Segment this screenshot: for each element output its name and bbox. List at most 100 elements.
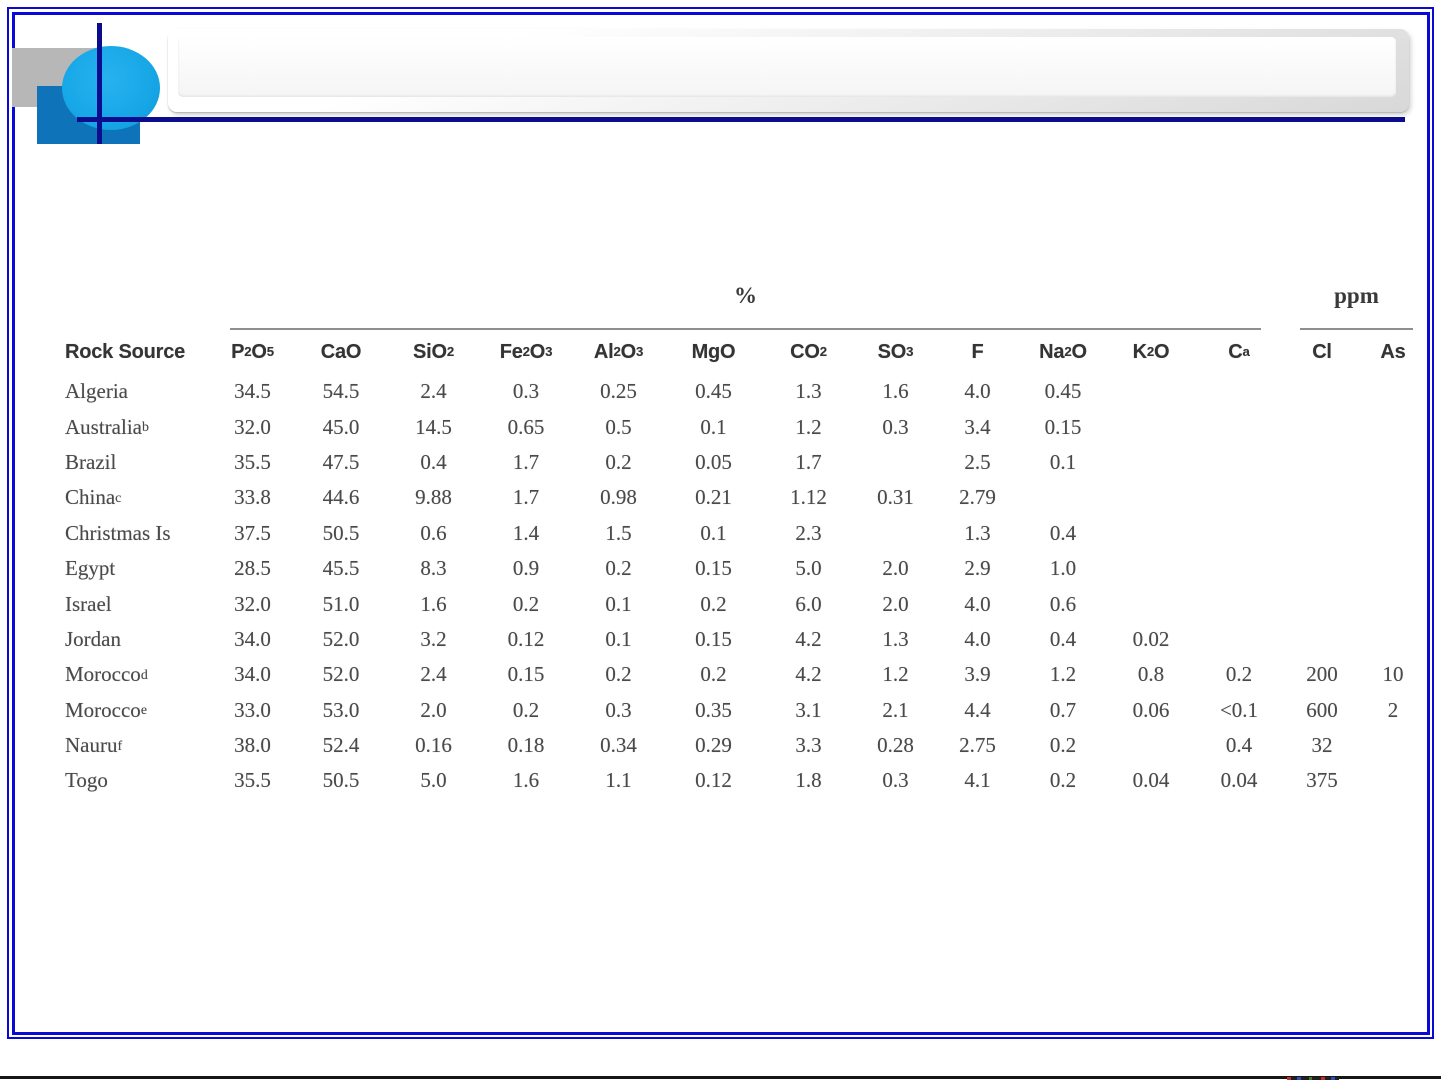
table-cell: 0.98 bbox=[600, 485, 637, 510]
table-cell: 0.2 bbox=[700, 662, 727, 687]
table-cell bbox=[1361, 480, 1425, 515]
table-cell: 2.3 bbox=[795, 520, 822, 545]
table-cell: 4.2 bbox=[795, 662, 822, 687]
table-cell: 1.12 bbox=[790, 485, 827, 510]
table-cell: 45.5 bbox=[322, 556, 360, 581]
table-cell: 2.5 bbox=[964, 449, 991, 474]
table-cell: 5.0 bbox=[420, 768, 447, 793]
group-header-spacer bbox=[60, 283, 210, 330]
table-cell: 51.0 bbox=[322, 591, 360, 616]
slide-title-placeholder bbox=[168, 29, 1409, 112]
table-cell: 2.4 bbox=[420, 379, 447, 404]
table-cell: 1.3 bbox=[964, 520, 991, 545]
table-cell: 1.4 bbox=[512, 520, 540, 545]
table-cell: 45.0 bbox=[322, 414, 360, 439]
table-cell bbox=[1283, 445, 1361, 480]
table-cell: 10 bbox=[1382, 662, 1404, 687]
table-cell bbox=[1283, 374, 1361, 409]
table-cell: 35.5 bbox=[234, 449, 271, 474]
table-cell bbox=[1107, 551, 1195, 586]
table-cell bbox=[1361, 516, 1425, 551]
table-cell: 0.2 bbox=[700, 591, 727, 616]
ppm-group-label: ppm bbox=[1334, 283, 1379, 308]
table-cell: 0.02 bbox=[1132, 626, 1170, 651]
column-header: CO 2 bbox=[790, 340, 827, 363]
table-cell bbox=[1107, 728, 1195, 763]
table-cell: 0.25 bbox=[600, 379, 637, 404]
table-cell: 0.15 bbox=[695, 556, 732, 581]
table-cell bbox=[1107, 409, 1195, 444]
table-cell bbox=[1361, 374, 1425, 409]
table-cell: 0.5 bbox=[605, 414, 632, 439]
table-cell: 2.1 bbox=[882, 697, 909, 722]
decor-title-underline bbox=[77, 117, 1405, 122]
page-bottom-rule bbox=[0, 1076, 1441, 1079]
table-cell: 1.7 bbox=[512, 449, 540, 474]
table-row-label: Jordan bbox=[65, 626, 121, 651]
table-cell: 0.1 bbox=[700, 520, 727, 545]
table-cell: 0.06 bbox=[1132, 697, 1170, 722]
edge-artifact bbox=[1287, 1077, 1339, 1080]
column-header: Fe 2 O 3 bbox=[499, 340, 553, 363]
table-cell: 9.88 bbox=[415, 485, 452, 510]
table-cell: 0.04 bbox=[1220, 768, 1258, 793]
table-cell: 1.0 bbox=[1049, 556, 1077, 581]
table-cell: 2.0 bbox=[420, 697, 447, 722]
column-header: Na 2 O bbox=[1039, 340, 1087, 363]
column-header: Rock Source bbox=[65, 340, 186, 363]
table-cell bbox=[1283, 622, 1361, 657]
table-cell: 4.4 bbox=[964, 697, 991, 722]
table-cell: 0.9 bbox=[512, 556, 540, 581]
table-row-label: Brazil bbox=[65, 449, 117, 474]
table-cell: 8.3 bbox=[420, 556, 447, 581]
composition-table: % ppm Rock Source P 2 O 5 CaO SiO 2 Fe 2 O 3 Al 2 O 3 Mg… bbox=[60, 283, 1425, 799]
table-cell bbox=[1283, 586, 1361, 621]
table-cell: 0.05 bbox=[695, 449, 732, 474]
table-cell: 2.0 bbox=[882, 556, 909, 581]
column-header: SO 3 bbox=[877, 340, 914, 363]
table-cell: 0.29 bbox=[695, 733, 732, 758]
table-cell: 0.2 bbox=[512, 591, 540, 616]
table-cell bbox=[1361, 409, 1425, 444]
table-cell: 200 bbox=[1306, 662, 1338, 687]
table-cell: 0.3 bbox=[512, 379, 540, 404]
table-cell: 600 bbox=[1306, 697, 1338, 722]
table-cell bbox=[1195, 374, 1283, 409]
table-cell: 0.1 bbox=[700, 414, 727, 439]
table-cell bbox=[1107, 480, 1195, 515]
table-cell: 1.2 bbox=[795, 414, 822, 439]
table-cell: 50.5 bbox=[322, 768, 360, 793]
table-cell: 0.7 bbox=[1049, 697, 1077, 722]
table-cell bbox=[1107, 374, 1195, 409]
table-cell bbox=[1195, 586, 1283, 621]
table-row-label: Nauru f bbox=[65, 733, 123, 758]
table-cell: 0.4 bbox=[420, 449, 447, 474]
table-cell: 33.8 bbox=[234, 485, 271, 510]
table-cell: 3.9 bbox=[964, 662, 991, 687]
column-header: MgO bbox=[691, 340, 736, 363]
table-cell: 0.28 bbox=[877, 733, 914, 758]
slide-title-field bbox=[178, 37, 1396, 97]
table-grid: % ppm Rock Source P 2 O 5 CaO SiO 2 Fe 2 O 3 Al 2 O 3 Mg… bbox=[60, 283, 1425, 799]
table-cell: 0.12 bbox=[507, 626, 545, 651]
table-cell bbox=[1283, 480, 1361, 515]
table-cell: 2.79 bbox=[959, 485, 996, 510]
table-cell: 0.12 bbox=[695, 768, 732, 793]
table-cell bbox=[1107, 445, 1195, 480]
table-cell: 5.0 bbox=[795, 556, 822, 581]
table-cell: 32 bbox=[1311, 733, 1333, 758]
table-cell: 0.31 bbox=[877, 485, 914, 510]
percent-group-label: % bbox=[734, 283, 757, 308]
table-cell bbox=[1361, 445, 1425, 480]
table-cell: 2.75 bbox=[959, 733, 996, 758]
table-cell: 0.6 bbox=[420, 520, 447, 545]
table-cell bbox=[1283, 516, 1361, 551]
table-cell: 4.0 bbox=[964, 591, 991, 616]
table-cell: 0.21 bbox=[695, 485, 732, 510]
table-cell: 1.7 bbox=[512, 485, 540, 510]
table-cell bbox=[1195, 409, 1283, 444]
table-cell: 1.6 bbox=[512, 768, 540, 793]
table-cell: 3.1 bbox=[795, 697, 822, 722]
table-cell: 1.8 bbox=[795, 768, 822, 793]
